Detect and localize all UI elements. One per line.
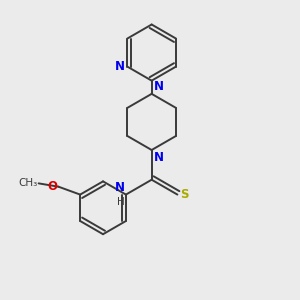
Text: CH₃: CH₃ <box>18 178 37 188</box>
Text: N: N <box>154 80 164 93</box>
Text: H: H <box>117 197 124 207</box>
Text: S: S <box>180 188 188 201</box>
Text: N: N <box>115 60 125 73</box>
Text: N: N <box>154 151 164 164</box>
Text: O: O <box>47 180 57 193</box>
Text: N: N <box>115 181 124 194</box>
